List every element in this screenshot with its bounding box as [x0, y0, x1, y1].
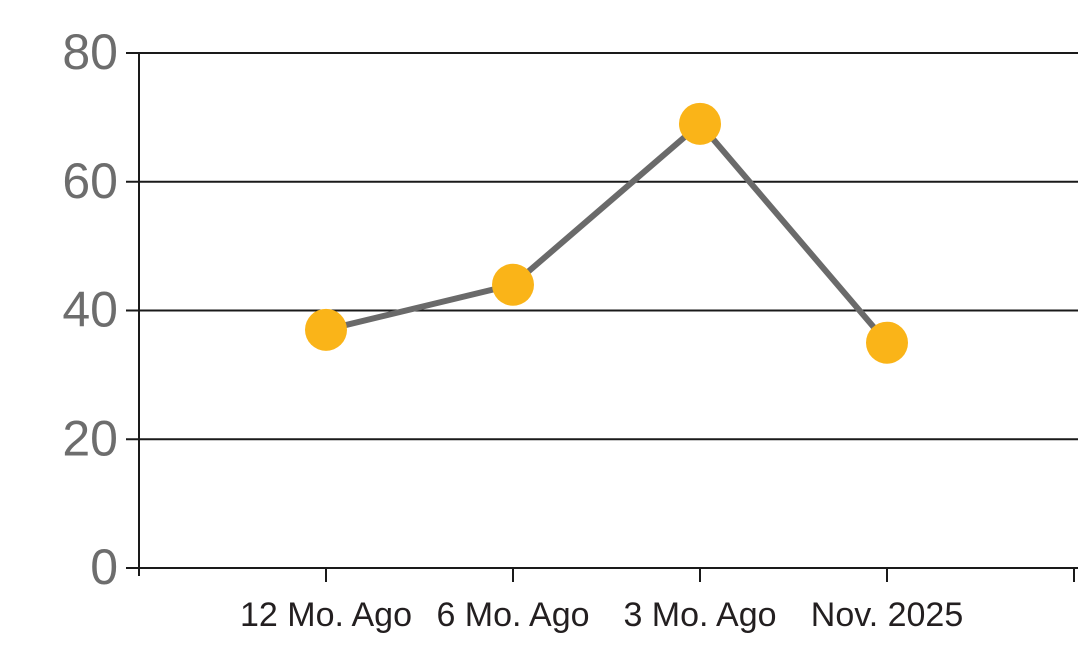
- x-axis-category-label-4: Nov. 2025: [811, 596, 963, 634]
- data-series-line: [323, 120, 890, 346]
- data-point-marker-3: [679, 102, 721, 145]
- y-axis-tick-label-60: 60: [62, 153, 118, 209]
- data-point-marker-4: [866, 321, 908, 364]
- x-axis-category-label-3: 3 Mo. Ago: [623, 596, 776, 634]
- data-point-marker-2: [492, 263, 534, 306]
- y-axis-tick-label-0: 0: [90, 539, 118, 595]
- x-axis-category-label-2: 6 Mo. Ago: [436, 596, 589, 634]
- y-axis-tick-label-20: 20: [62, 410, 118, 466]
- data-point-marker-1: [305, 308, 347, 351]
- x-axis-category-label-1: 12 Mo. Ago: [240, 596, 412, 634]
- y-axis-tick-label-40: 40: [62, 282, 118, 338]
- y-axis-tick-label-80: 80: [62, 24, 118, 80]
